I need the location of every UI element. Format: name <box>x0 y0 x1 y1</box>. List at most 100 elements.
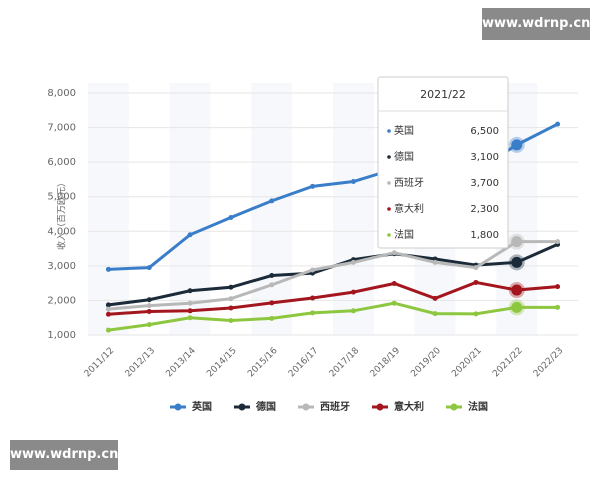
point <box>146 322 152 328</box>
point <box>555 239 561 245</box>
x-tick-label: 2017/18 <box>328 346 362 380</box>
point <box>391 300 397 306</box>
point <box>350 259 356 265</box>
tooltip: 2021/22 英国 6,500 德国 3,100 西班牙 3,700 意大利 2,300 法国 1… <box>377 76 509 249</box>
tooltip-bullet <box>387 207 391 211</box>
point <box>105 311 111 317</box>
point <box>310 295 316 301</box>
point <box>228 214 234 220</box>
point <box>187 315 193 321</box>
point <box>432 259 438 265</box>
point <box>228 305 234 311</box>
point <box>105 266 111 272</box>
point <box>555 304 561 310</box>
point <box>269 315 275 321</box>
point <box>105 306 111 312</box>
point <box>473 279 479 285</box>
tooltip-bullet <box>387 233 391 237</box>
point <box>146 303 152 309</box>
point <box>105 302 111 308</box>
legend-label: 意大利 <box>394 400 424 413</box>
point <box>511 139 523 151</box>
point <box>187 232 193 238</box>
point <box>269 282 275 288</box>
legend-label: 德国 <box>255 400 276 413</box>
legend-label: 英国 <box>191 400 212 413</box>
legend-dot <box>302 403 310 411</box>
point <box>269 198 275 204</box>
point <box>146 297 152 303</box>
band <box>88 83 129 335</box>
band <box>169 83 211 335</box>
x-tick-label: 2012/13 <box>124 346 158 380</box>
legend-label: 西班牙 <box>320 400 350 413</box>
tooltip-value: 3,700 <box>470 178 499 189</box>
y-tick-label: 4,000 <box>47 226 76 237</box>
x-tick-label: 2021/22 <box>491 346 525 380</box>
point <box>391 250 397 256</box>
legend-dot <box>174 403 182 411</box>
x-tick-label: 2015/16 <box>246 346 280 380</box>
point <box>432 256 438 262</box>
x-tick-label: 2020/21 <box>450 346 484 380</box>
series-line <box>108 301 558 332</box>
y-tick-label: 5,000 <box>47 192 76 203</box>
point <box>228 317 234 323</box>
y-tick-label: 2,000 <box>47 295 76 306</box>
point <box>432 295 438 301</box>
band <box>333 83 374 335</box>
point <box>228 284 234 290</box>
tooltip-bullet <box>387 129 391 133</box>
x-tick-label: 2013/14 <box>164 346 198 380</box>
point <box>555 121 561 127</box>
point <box>350 308 356 314</box>
series-line <box>108 280 558 316</box>
tooltip-name: 意大利 <box>394 202 424 215</box>
tooltip-name: 法国 <box>394 228 414 241</box>
watermark: www.wdrnp.cn <box>10 440 118 470</box>
band <box>251 83 293 335</box>
point <box>350 179 356 185</box>
point <box>511 301 523 313</box>
point <box>555 284 561 290</box>
tooltip-name: 西班牙 <box>394 177 424 189</box>
y-axis-label: 收入（百万欧元） <box>56 178 68 250</box>
point <box>187 300 193 306</box>
point <box>473 265 479 271</box>
x-tick-label: 2014/15 <box>205 346 239 380</box>
point <box>269 273 275 279</box>
y-tick-label: 1,000 <box>47 330 76 341</box>
point <box>310 310 316 316</box>
y-tick-label: 7,000 <box>47 123 76 134</box>
tooltip-name: 英国 <box>394 124 414 137</box>
y-tick-label: 3,000 <box>47 261 76 272</box>
x-tick-label: 2022/23 <box>532 346 566 380</box>
point <box>511 256 523 268</box>
point <box>269 300 275 306</box>
tooltip-bullet <box>387 181 391 185</box>
tooltip-name: 德国 <box>394 150 414 163</box>
chart: 收入（百万欧元） 1,000 2,000 3,000 4,000 5,000 6,000 7… <box>47 76 578 413</box>
point <box>146 265 152 271</box>
point <box>432 311 438 317</box>
y-tick-label: 6,000 <box>47 157 76 168</box>
watermark: www.wdrnp.cn <box>482 8 590 40</box>
x-tick-label: 2016/17 <box>287 346 321 380</box>
x-tick-label: 2018/19 <box>369 346 403 380</box>
point <box>187 308 193 314</box>
point <box>105 327 111 333</box>
legend-dot <box>376 403 384 411</box>
point <box>511 236 523 248</box>
tooltip-box <box>377 76 509 249</box>
point <box>187 288 193 294</box>
point <box>511 284 523 296</box>
tooltip-bullet <box>387 155 391 159</box>
legend-dot <box>238 403 246 411</box>
series-line <box>108 240 558 311</box>
tooltip-value: 3,100 <box>470 152 499 163</box>
point <box>310 267 316 273</box>
y-tick-label: 8,000 <box>47 88 76 99</box>
point <box>350 289 356 295</box>
point <box>146 308 152 314</box>
